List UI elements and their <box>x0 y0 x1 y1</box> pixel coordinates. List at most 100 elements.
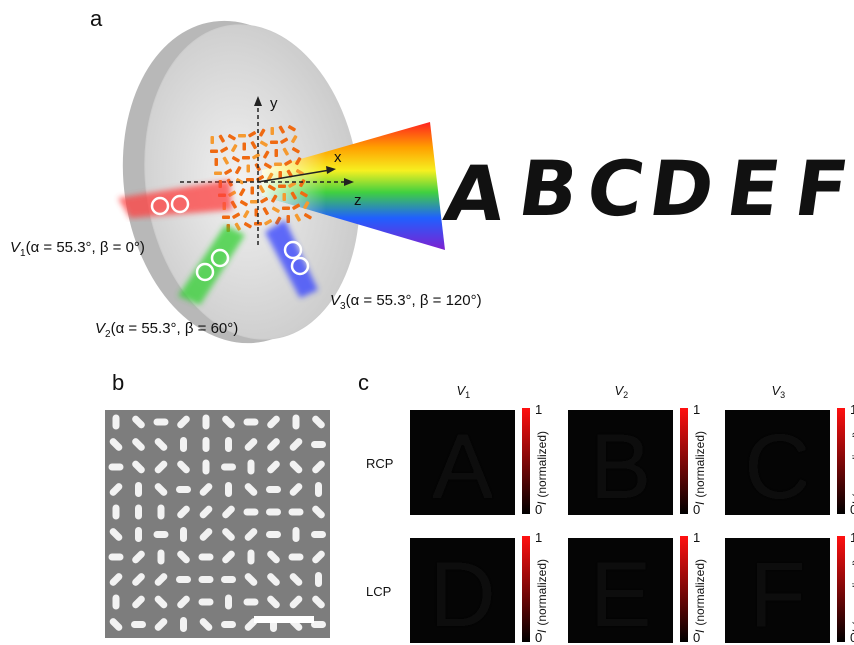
sem-rod <box>203 437 210 452</box>
sem-rod <box>199 554 214 561</box>
hologram-letter: B <box>590 416 651 518</box>
sem-rod <box>199 599 214 606</box>
nanorod <box>282 207 290 211</box>
axis-label: x <box>334 149 342 166</box>
sem-rod <box>135 527 142 542</box>
nanorod <box>247 165 251 173</box>
nanorod <box>278 185 286 189</box>
sem-rod <box>203 460 210 475</box>
colorbar-label: I(normalized) <box>850 559 854 633</box>
sem-rod <box>158 505 165 520</box>
sem-rod <box>244 509 259 516</box>
sem-rod <box>289 554 304 561</box>
row-label: LCP <box>366 584 391 599</box>
hologram-letter: E <box>590 544 651 645</box>
column-header: V3 <box>772 383 786 400</box>
sem-rod <box>221 464 236 471</box>
sem-rod <box>154 531 169 538</box>
text: (normalized) <box>535 559 549 626</box>
nanorod <box>270 141 278 145</box>
sem-rod <box>221 576 236 583</box>
nanorod <box>238 134 246 138</box>
hologram-letter: B <box>513 145 583 234</box>
sem-rod <box>225 482 232 497</box>
text: (normalized) <box>535 431 549 498</box>
colorbar <box>680 408 688 514</box>
hologram-letter: C <box>744 416 810 518</box>
colorbar <box>837 408 845 514</box>
nanorod <box>275 149 279 157</box>
letters: ABCDEF <box>439 145 854 239</box>
row-label: RCP <box>366 456 393 471</box>
channel-label: V1(α = 55.3°, β = 0°) <box>10 239 145 259</box>
sem-rod <box>311 441 326 448</box>
colorbar <box>680 536 688 642</box>
sem-rod <box>248 460 255 475</box>
hologram-letter: F <box>749 544 805 645</box>
sem-rod <box>176 486 191 493</box>
sem-rod <box>225 595 232 610</box>
sem-rod <box>180 437 187 452</box>
sem-rod <box>266 531 281 538</box>
nanorod <box>287 215 291 223</box>
sem-rod <box>109 464 124 471</box>
hologram-letter: D <box>429 544 495 645</box>
nanorod <box>214 172 222 176</box>
parameters: (α = 55.3°, β = 120°) <box>346 292 482 309</box>
figure: a y x z ABCDEF V1(α = 55.3°, β = 0°)V2(α… <box>0 0 854 645</box>
sem-rod <box>199 576 214 583</box>
subscript: 2 <box>623 390 628 400</box>
subscript: 3 <box>780 390 785 400</box>
sem-rod <box>244 599 259 606</box>
nanorod <box>246 178 254 182</box>
sem-rod <box>293 415 300 430</box>
sem-rod <box>131 621 146 628</box>
sem-rod <box>135 505 142 520</box>
scale-bar <box>254 616 314 623</box>
panel-label: c <box>358 370 369 395</box>
colorbar-label: I(normalized) <box>535 431 549 505</box>
sem-rod <box>315 482 322 497</box>
sem-rod <box>293 527 300 542</box>
colorbar <box>522 536 530 642</box>
colorbar-max: 1 <box>693 530 700 545</box>
hologram-letter: D <box>644 145 720 234</box>
colorbar-max: 1 <box>693 402 700 417</box>
axis-label: y <box>270 95 278 112</box>
colorbar-label: I(normalized) <box>693 559 707 633</box>
sem-rod <box>266 509 281 516</box>
sem-rod <box>221 621 236 628</box>
nanorod <box>215 158 219 166</box>
nanorod <box>211 136 215 144</box>
colorbar-label: I(normalized) <box>850 431 854 505</box>
nanorod <box>243 143 247 151</box>
panel-label: b <box>112 370 124 395</box>
colorbar-max: 1 <box>850 402 854 417</box>
sem-rod <box>315 572 322 587</box>
hologram-letter: F <box>789 145 853 234</box>
sem-rod <box>154 419 169 426</box>
hologram-letter: A <box>439 150 510 239</box>
column-header: V2 <box>615 383 629 400</box>
text: (normalized) <box>850 431 854 498</box>
nanorod <box>210 150 218 154</box>
parameters: (α = 55.3°, β = 0°) <box>26 239 145 256</box>
sem-rod <box>203 415 210 430</box>
sem-rod <box>248 550 255 565</box>
channel-label: V3(α = 55.3°, β = 120°) <box>330 292 482 312</box>
colorbar-max: 1 <box>535 530 542 545</box>
sem-rod <box>135 482 142 497</box>
text: (normalized) <box>693 431 707 498</box>
sem-rod <box>113 505 120 520</box>
colorbar-max: 1 <box>535 402 542 417</box>
colorbar-label: I(normalized) <box>693 431 707 505</box>
colorbar-max: 1 <box>850 530 854 545</box>
sem-rod <box>109 554 124 561</box>
column-header: V1 <box>457 383 471 400</box>
subscript: 1 <box>465 390 470 400</box>
text: (normalized) <box>850 559 854 626</box>
sem-rod <box>266 486 281 493</box>
sem-rod <box>311 531 326 538</box>
colorbar-label: I(normalized) <box>535 559 549 633</box>
colorbar <box>522 408 530 514</box>
